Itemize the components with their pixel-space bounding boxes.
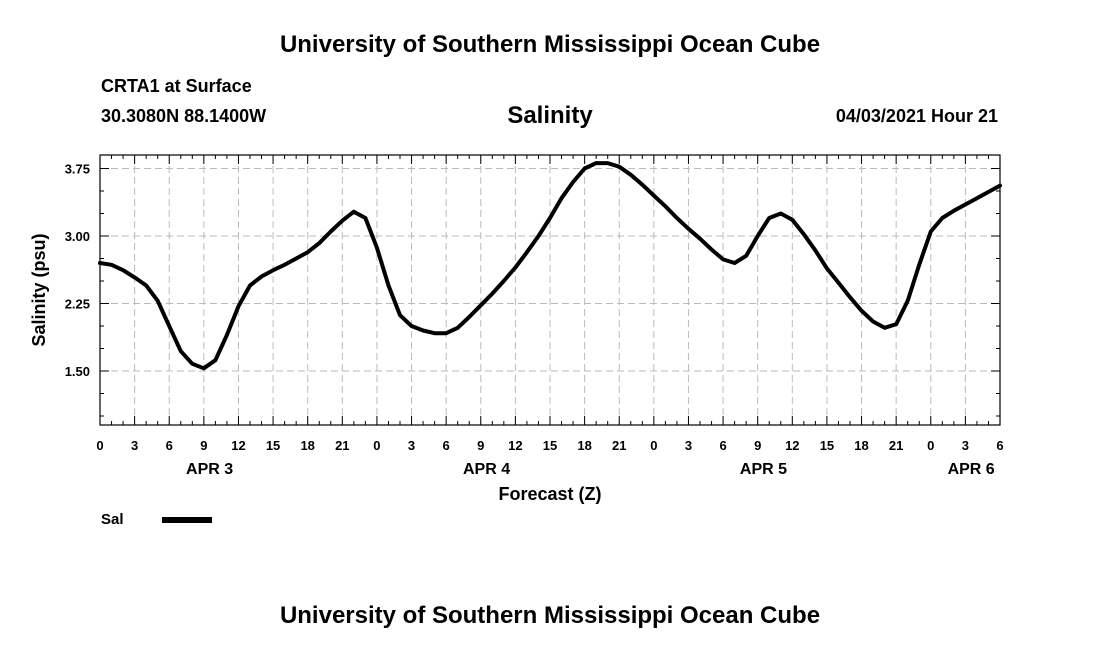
x-tick-label: 12 [231,438,245,453]
x-tick-label: 9 [477,438,484,453]
footer-title: University of Southern Mississippi Ocean… [279,602,821,629]
x-tick-labels: 0 3 6 9 12 15 18 21 0 3 6 9 12 15 18 21 0 3 6 9 12 15 18 21 0 3 6 [96,438,1003,453]
x-tick-label: 6 [166,438,173,453]
x-tick-label: 0 [650,438,657,453]
date-label: APR 3 [186,461,233,478]
x-tick-label: 3 [131,438,138,453]
y-tick-label: 1.50 [65,364,90,379]
x-tick-label: 3 [962,438,969,453]
x-tick-label: 18 [854,438,868,453]
coordinates-label: 30.3080N 88.1400W [101,106,267,126]
chart-grid [100,155,1000,425]
x-tick-label: 6 [996,438,1003,453]
x-tick-label: 12 [508,438,522,453]
x-tick-label: 15 [543,438,557,453]
variable-title: Salinity [507,102,593,129]
y-tick-labels: 1.50 2.25 3.00 3.75 [65,162,90,380]
y-tick-label: 3.75 [65,162,90,177]
x-tick-label: 9 [754,438,761,453]
x-tick-label: 21 [335,438,349,453]
y-tick-label: 3.00 [65,229,90,244]
x-tick-label: 15 [266,438,280,453]
station-label: CRTA1 at Surface [101,76,252,96]
x-tick-label: 0 [373,438,380,453]
y-axis-label: Salinity (psu) [29,233,49,346]
x-tick-label: 21 [889,438,903,453]
x-tick-label: 0 [96,438,103,453]
date-label: APR 6 [948,461,995,478]
datetime-label: 04/03/2021 Hour 21 [835,106,998,126]
x-tick-label: 9 [200,438,207,453]
x-axis-label: Forecast (Z) [498,484,601,504]
x-tick-label: 3 [685,438,692,453]
x-tick-label: 3 [408,438,415,453]
x-tick-label: 18 [577,438,591,453]
chart-title: University of Southern Mississippi Ocean… [279,31,821,58]
date-label: APR 4 [463,461,510,478]
axis-ticks [99,155,1001,425]
x-tick-label: 6 [443,438,450,453]
legend-label: Sal [101,511,124,528]
date-labels: APR 3 APR 4 APR 5 APR 6 [186,461,995,478]
salinity-series-line [98,161,1002,371]
x-tick-label: 12 [785,438,799,453]
x-tick-label: 0 [927,438,934,453]
x-tick-label: 15 [820,438,834,453]
y-tick-label: 2.25 [65,297,90,312]
x-tick-label: 21 [612,438,626,453]
x-tick-label: 18 [300,438,314,453]
date-label: APR 5 [740,461,787,478]
x-tick-label: 6 [719,438,726,453]
